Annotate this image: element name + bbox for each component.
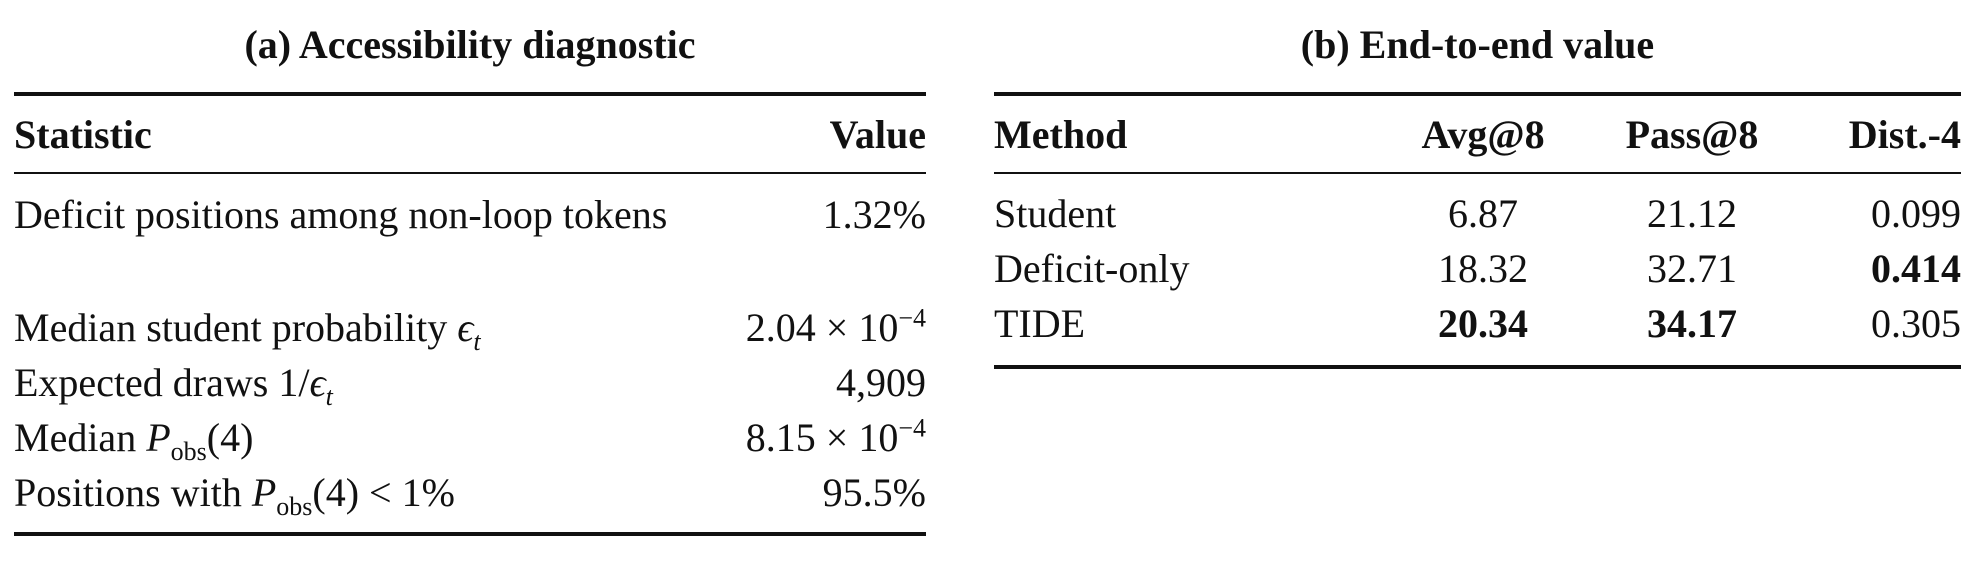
mid-rule [994,172,1961,174]
table-row: TIDE 20.34 34.17 0.305 [994,296,1961,351]
value-cell: 8.15 × 10−4 [745,413,926,460]
avg8-cell: 18.32 [1438,246,1528,291]
avg8-cell: 20.34 [1438,301,1528,346]
mid-rule [14,172,926,174]
value-cell: 4,909 [836,360,926,405]
avg8-cell: 6.87 [1448,191,1518,236]
column-header-pass8: Pass@8 [1625,111,1759,157]
table-row: Median Pobs(4) 8.15 × 10−4 [14,410,926,465]
table-body: Student 6.87 21.12 0.099 Deficit-only 18… [994,174,1961,365]
column-header-dist4: Dist.-4 [1848,111,1961,157]
bottom-rule [994,365,1961,369]
header-row: Method Avg@8 Pass@8 Dist.-4 [994,96,1961,172]
table-row: Positions with Pobs(4) < 1% 95.5% [14,465,926,520]
value-cell: 2.04 × 10−4 [745,303,926,350]
column-header-value: Value [829,111,926,157]
method-cell: Student [994,191,1117,236]
statistic-cell: Positions with Pobs(4) < 1% [14,470,455,521]
method-cell: Deficit-only [994,246,1190,291]
pass8-cell: 21.12 [1647,191,1737,236]
value-cell: 95.5% [822,470,926,515]
pass8-cell: 32.71 [1647,246,1737,291]
method-cell: TIDE [994,301,1086,346]
statistic-cell: Median student probability ϵt [14,305,481,356]
table-row: Student 6.87 21.12 0.099 [994,186,1961,241]
column-header-statistic: Statistic [14,111,152,157]
table-caption: (a) Accessibility diagnostic [244,22,696,67]
table-caption: (b) End-to-end value [1300,22,1655,67]
bottom-rule [14,532,926,536]
table-row: Median student probability ϵt 2.04 × 10−… [14,300,926,355]
table-body: Deficit positions among non-loop tokens … [14,174,926,532]
top-rule [14,92,926,96]
value-cell: 1.32% [822,192,926,237]
table-row: Expected draws 1/ϵt 4,909 [14,355,926,410]
dist4-cell: 0.099 [1871,191,1961,236]
pass8-cell: 34.17 [1647,301,1737,346]
header-row: Statistic Value [14,96,926,172]
statistic-cell: Deficit positions among non-loop tokens [14,192,668,237]
statistic-cell: Expected draws 1/ϵt [14,360,333,411]
end-to-end-value-table: (b) End-to-end value Method Avg@8 Pass@8… [994,16,1961,369]
column-header-avg8: Avg@8 [1421,111,1545,157]
dist4-cell: 0.305 [1871,301,1961,346]
dist4-cell: 0.414 [1871,246,1961,291]
table-row: Deficit positions among non-loop tokens … [14,190,926,300]
column-header-method: Method [994,111,1128,157]
top-rule [994,92,1961,96]
accessibility-diagnostic-table: (a) Accessibility diagnostic Statistic V… [14,16,926,536]
statistic-cell: Median Pobs(4) [14,415,254,466]
table-row: Deficit-only 18.32 32.71 0.414 [994,241,1961,296]
